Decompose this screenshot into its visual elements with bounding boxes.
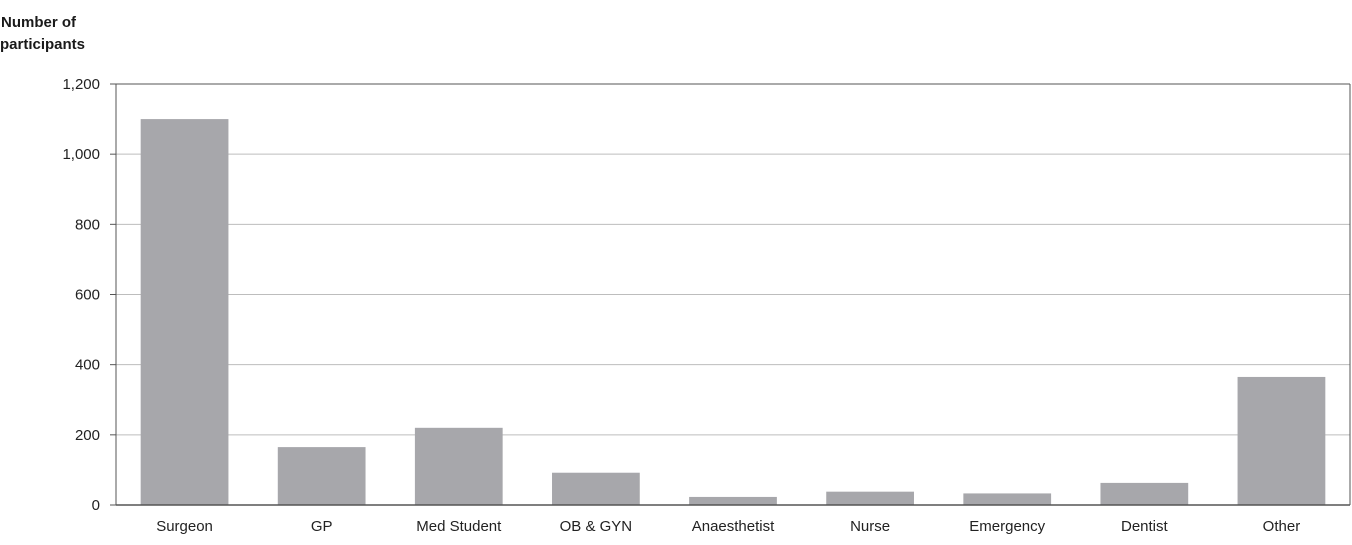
x-tick-label: Surgeon [156, 518, 213, 535]
x-tick-label: Other [1263, 518, 1301, 535]
bar-gp [277, 447, 366, 505]
x-tick-label: OB & GYN [560, 518, 633, 535]
y-axis-title: Number of participants [0, 12, 86, 56]
bar-med-student [414, 427, 503, 505]
x-tick-label: Med Student [416, 518, 502, 535]
y-tick-label: 1,200 [62, 76, 100, 93]
y-tick-label: 1,000 [62, 146, 100, 163]
bar-other [1237, 376, 1326, 505]
x-tick-label: Dentist [1121, 518, 1169, 535]
y-tick-label: 800 [75, 216, 100, 233]
bar-ob-gyn [552, 472, 640, 505]
y-tick-label: 400 [75, 357, 100, 374]
y-axis-title-line2: participants [0, 36, 86, 53]
x-tick-label: Nurse [850, 518, 890, 535]
bar-dentist [1100, 482, 1189, 505]
x-tick-label: Anaesthetist [692, 518, 775, 535]
y-tick-label: 600 [75, 287, 100, 304]
y-tick-label: 0 [92, 497, 100, 514]
x-tick-label: Emergency [969, 518, 1045, 535]
bar-surgeon [140, 119, 229, 505]
bar-nurse [826, 491, 914, 505]
y-tick-label: 200 [75, 427, 100, 444]
x-tick-label: GP [311, 518, 333, 535]
y-axis-title-line1: Number of [1, 14, 76, 31]
bar-anaesthetist [689, 496, 777, 505]
bar-emergency [963, 493, 1052, 505]
